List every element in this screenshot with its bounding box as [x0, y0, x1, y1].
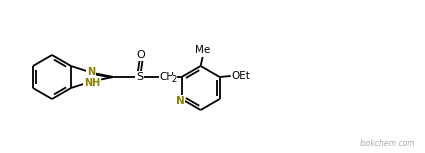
Text: N: N — [87, 67, 95, 77]
Text: Me: Me — [195, 45, 210, 55]
Text: N: N — [176, 96, 185, 106]
Text: lookchem.com: lookchem.com — [360, 139, 415, 148]
Text: 2: 2 — [172, 75, 177, 84]
Text: NH: NH — [84, 78, 100, 88]
Text: O: O — [136, 50, 145, 60]
Text: S: S — [136, 72, 143, 82]
Text: OEt: OEt — [232, 71, 251, 81]
Text: CH: CH — [159, 72, 175, 82]
